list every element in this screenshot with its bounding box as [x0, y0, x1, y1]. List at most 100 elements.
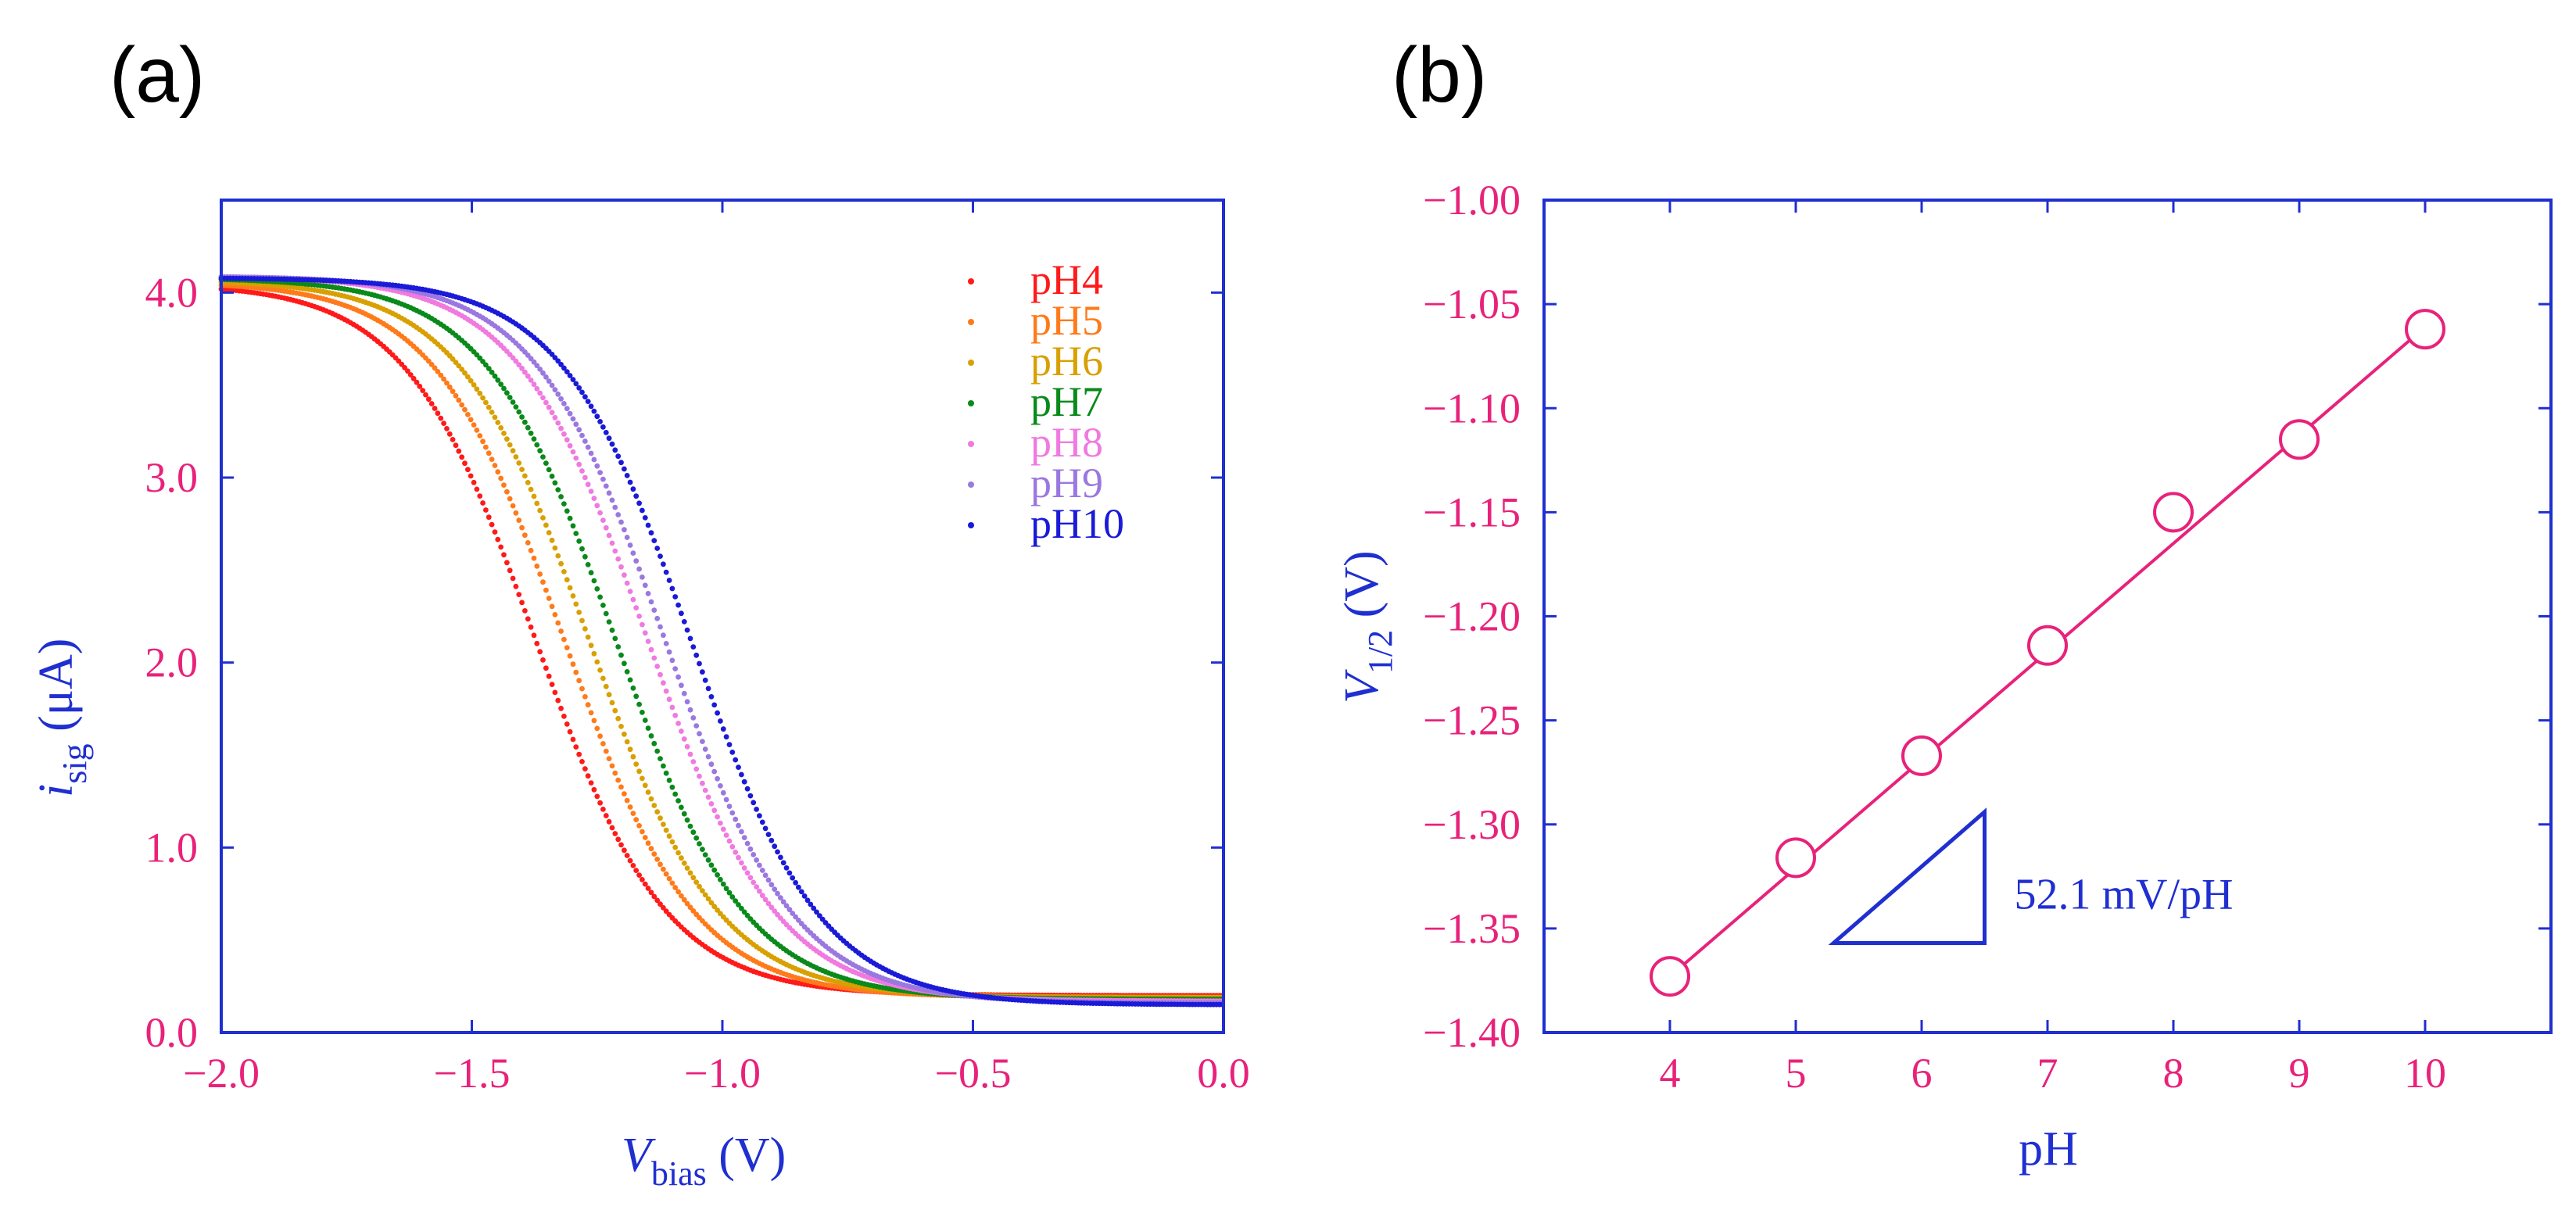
data-point	[622, 731, 627, 737]
data-point	[528, 547, 534, 553]
data-point	[570, 377, 576, 382]
data-point	[684, 699, 690, 705]
data-point	[549, 410, 555, 416]
data-point	[528, 486, 534, 492]
data-point	[585, 444, 591, 450]
data-point	[636, 823, 642, 829]
data-point	[718, 911, 723, 917]
data-point	[697, 731, 702, 737]
data-point	[510, 399, 516, 405]
data-point	[720, 826, 726, 832]
data-point	[693, 652, 700, 658]
data-point	[726, 889, 733, 896]
data-point	[645, 789, 651, 795]
data-point	[414, 379, 420, 385]
panel-b-y-tick-label: −1.35	[1423, 905, 1521, 952]
data-point	[597, 510, 603, 516]
data-point	[684, 627, 690, 633]
data-point	[723, 734, 729, 740]
data-point	[428, 401, 435, 406]
data-point	[733, 850, 739, 855]
data-point	[585, 773, 591, 779]
data-point	[612, 447, 618, 453]
data-point	[672, 594, 679, 600]
data-point	[582, 553, 588, 560]
data-point	[570, 593, 576, 599]
data-point	[666, 578, 672, 583]
data-point	[741, 779, 747, 785]
data-point	[510, 448, 516, 454]
data-point	[786, 907, 793, 913]
legend-marker	[968, 400, 974, 406]
data-point	[606, 756, 612, 761]
data-point	[711, 904, 718, 910]
data-point	[567, 373, 573, 378]
data-point	[495, 377, 501, 383]
data-point	[687, 751, 693, 757]
data-point	[697, 883, 702, 889]
data-point	[654, 546, 661, 551]
data-point	[648, 796, 654, 802]
data-point	[588, 643, 594, 649]
data-point	[624, 797, 630, 804]
data-point	[715, 872, 720, 878]
data-point	[672, 712, 679, 718]
panel-a-y-title-main: i	[30, 784, 83, 797]
data-point	[609, 825, 615, 831]
data-point	[483, 444, 489, 450]
data-point	[747, 846, 754, 852]
data-point	[700, 780, 705, 786]
data-point	[651, 655, 657, 661]
data-point	[651, 851, 657, 857]
panel-a-y-tick-label: 4.0	[145, 269, 199, 316]
data-point	[456, 363, 462, 369]
data-point	[540, 657, 546, 663]
data-point	[516, 460, 522, 466]
data-point	[407, 372, 414, 378]
data-point	[594, 413, 600, 420]
data-point	[543, 522, 549, 528]
data-point	[603, 524, 609, 531]
data-point	[537, 507, 543, 514]
data-point	[606, 619, 612, 625]
data-point	[642, 630, 648, 636]
panel-a-axis-ticks: −2.0 −1.5 −1.0 −0.5 0.0 0.0 1.0 2.0 3.0 4.0	[145, 200, 1250, 1097]
panel-a-x-title-sub: bias	[651, 1154, 707, 1193]
panel-a-y-axis-title: isig (μA)	[30, 639, 94, 797]
data-point	[642, 582, 648, 589]
data-point	[573, 744, 579, 750]
data-point	[720, 726, 726, 732]
data-point	[687, 707, 693, 713]
data-point	[579, 759, 585, 764]
data-point	[618, 652, 624, 658]
legend-item-ph9: pH9	[968, 460, 1103, 506]
data-point	[708, 900, 715, 906]
data-point	[591, 578, 597, 584]
data-point	[783, 903, 790, 909]
data-point	[534, 500, 540, 506]
data-point	[504, 560, 510, 566]
data-point	[769, 882, 775, 888]
data-point	[651, 893, 657, 900]
data-point	[817, 913, 822, 918]
data-point	[552, 387, 558, 392]
data-point	[718, 876, 723, 882]
data-point	[597, 733, 603, 739]
data-point	[609, 627, 615, 633]
legend-label: pH6	[1030, 338, 1103, 385]
data-point	[450, 356, 456, 362]
panel-b-axis-ticks: 4 5 6 7 8 9 10 −1.40 −1.35 −1.30 −1.25 −1.20 −1.15 −1…	[1423, 177, 2551, 1097]
data-point	[576, 538, 582, 544]
data-point	[546, 596, 552, 601]
data-point	[606, 490, 612, 496]
data-point	[741, 909, 747, 915]
data-point	[462, 460, 468, 467]
data-point	[432, 365, 438, 371]
data-point	[687, 904, 693, 911]
data-point	[567, 728, 573, 735]
data-point	[525, 424, 531, 431]
data-point	[736, 902, 741, 907]
data-point	[474, 386, 480, 392]
data-point	[567, 410, 573, 417]
